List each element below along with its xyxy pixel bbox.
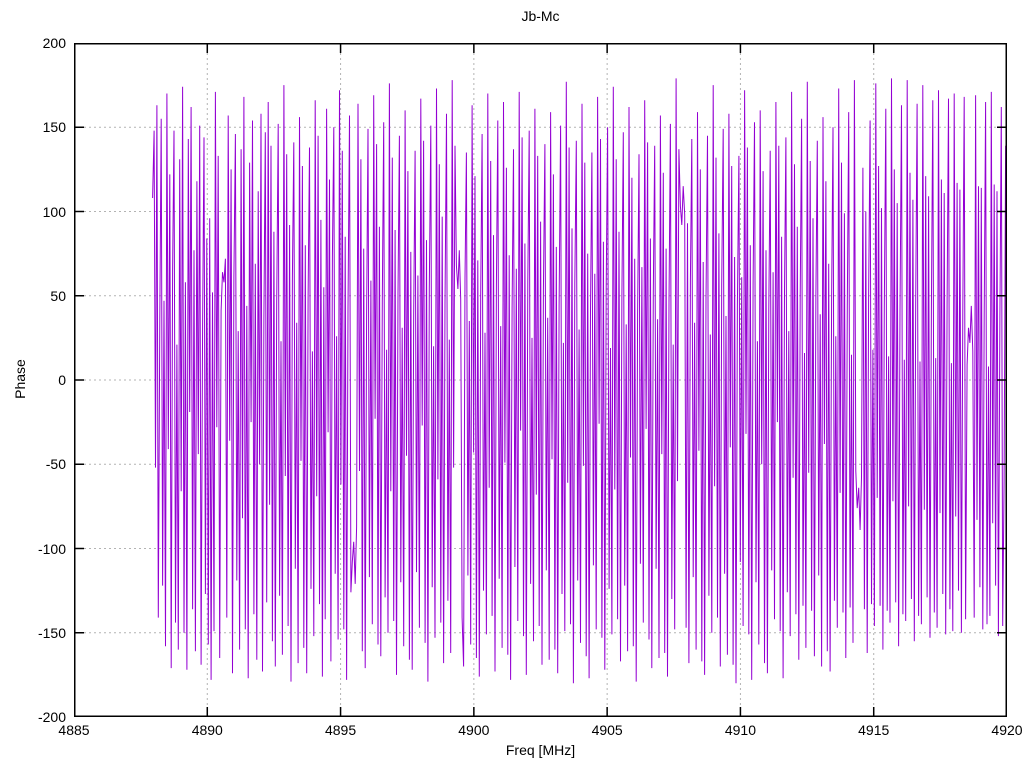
chart-title: Jb-Mc xyxy=(521,8,560,24)
x-tick-label: 4885 xyxy=(58,722,90,738)
y-tick-label: -50 xyxy=(45,456,66,473)
x-axis-title: Freq [MHz] xyxy=(505,742,576,758)
y-tick-label: 0 xyxy=(58,372,66,388)
y-tick-label: -100 xyxy=(37,540,66,557)
plot-area xyxy=(74,43,1007,717)
y-tick-label: -200 xyxy=(37,709,66,725)
x-tick-label: 4895 xyxy=(324,722,357,738)
y-tick-label: 200 xyxy=(42,35,66,51)
x-tick-label: 4915 xyxy=(858,722,890,738)
x-tick-label: 4910 xyxy=(724,722,756,738)
y-tick-label: 50 xyxy=(50,287,66,304)
tick-marks xyxy=(74,43,1007,717)
x-tick-label: 4900 xyxy=(458,722,490,738)
x-tick-label: 4905 xyxy=(591,722,623,738)
x-tick-label: 4920 xyxy=(991,722,1023,738)
plot-border xyxy=(74,43,1007,717)
x-tick-label: 4890 xyxy=(191,722,223,738)
phase-trace xyxy=(152,78,1007,684)
y-tick-label: -150 xyxy=(37,624,66,641)
y-tick-label: 150 xyxy=(42,119,66,136)
phase-trace-group xyxy=(152,78,1007,684)
y-tick-label: 100 xyxy=(42,203,66,220)
